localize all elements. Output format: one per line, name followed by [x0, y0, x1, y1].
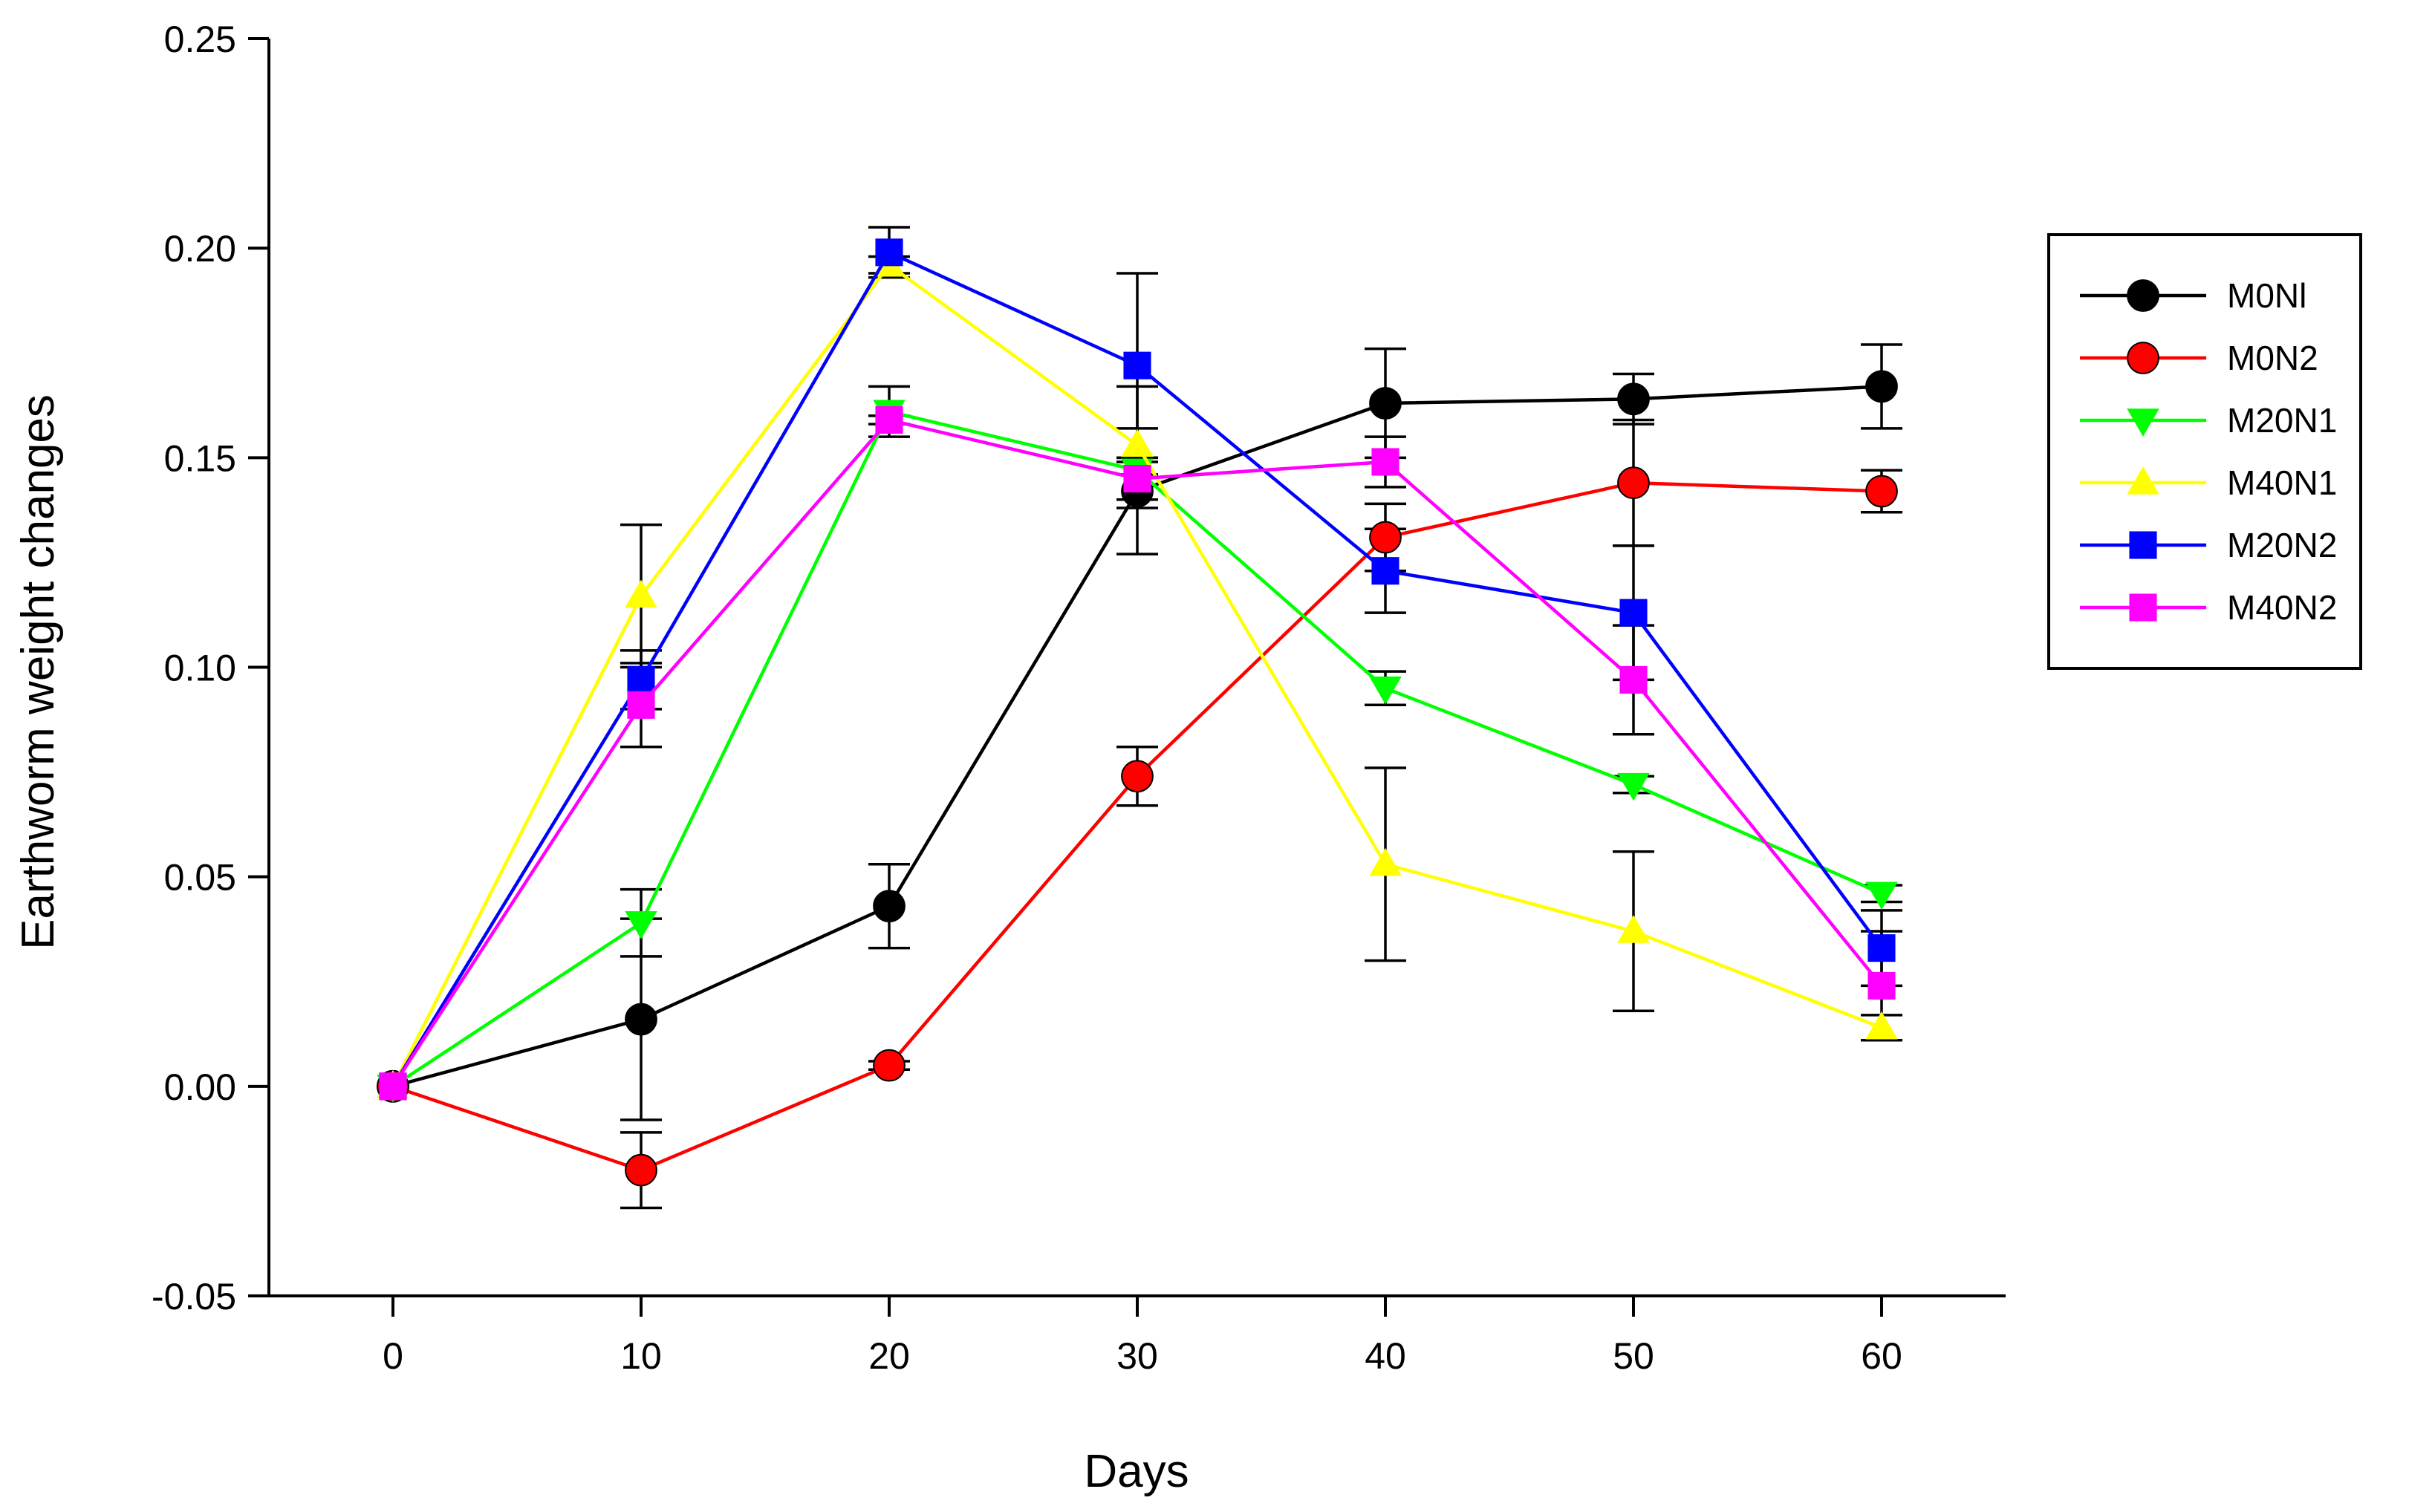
data-point	[1123, 351, 1151, 379]
data-point	[1617, 915, 1650, 943]
series-M0N2	[377, 466, 1898, 1187]
x-tick-label: 30	[1116, 1335, 1158, 1377]
data-point	[1123, 465, 1151, 493]
legend-label: M20N2	[2227, 526, 2337, 564]
data-point	[625, 1153, 657, 1187]
data-point	[1369, 677, 1402, 705]
legend-entry: M0N2	[2080, 339, 2318, 377]
legend-marker	[2127, 342, 2159, 374]
series-line	[392, 480, 1882, 1173]
series-layer	[377, 226, 1902, 1210]
data-point	[1865, 882, 1898, 910]
x-tick-label: 50	[1613, 1335, 1654, 1377]
data-point	[1867, 934, 1896, 962]
legend-label: M0N2	[2227, 339, 2318, 377]
legend-label: M0Nl	[2227, 276, 2306, 315]
y-tick-label: 0.15	[164, 437, 236, 479]
error-bars-M0N2	[620, 418, 1902, 1210]
legend-marker	[2127, 279, 2159, 312]
y-tick-label: 0.20	[164, 228, 236, 270]
data-point	[873, 890, 906, 923]
data-point	[627, 691, 655, 719]
data-point	[625, 1003, 657, 1036]
data-point	[1369, 387, 1402, 420]
legend-label: M40N1	[2227, 463, 2337, 502]
data-point	[1865, 475, 1898, 508]
x-tick-label: 40	[1365, 1335, 1406, 1377]
data-point	[627, 665, 655, 694]
error-bars-M40N1	[620, 255, 1902, 1042]
data-point	[1619, 665, 1648, 694]
data-point	[1617, 466, 1650, 500]
legend-entry: M20N1	[2080, 401, 2337, 440]
y-tick-label: 0.25	[164, 19, 236, 60]
x-tick-label: 60	[1861, 1335, 1902, 1377]
series-M20N2	[379, 238, 1896, 1101]
data-point	[379, 1072, 407, 1101]
data-point	[1369, 521, 1402, 554]
y-tick-label: 0.00	[164, 1066, 236, 1108]
axes: -0.05 0.00 0.05 0.10 0.15 0.20 0.25 0 10 20 30 40 50…	[152, 19, 2006, 1377]
legend-marker	[2127, 408, 2159, 437]
legend-marker	[2127, 466, 2159, 495]
error-bars-M20N2	[620, 226, 1902, 988]
data-point	[1371, 557, 1399, 585]
x-tick-label: 10	[620, 1335, 662, 1377]
y-tick-label: 0.05	[164, 857, 236, 899]
y-axis-title: Earthworm weight changes	[13, 394, 64, 950]
series-M40N2	[379, 405, 1896, 1101]
y-tick-label: 0.10	[164, 648, 236, 689]
legend-marker	[2129, 593, 2157, 622]
legend-marker	[2129, 531, 2157, 559]
legend-label: M40N2	[2227, 588, 2337, 627]
data-point	[625, 911, 657, 939]
data-point	[1371, 448, 1399, 476]
data-point	[875, 405, 903, 434]
data-point	[1865, 370, 1898, 403]
legend-entry: M40N2	[2080, 588, 2337, 627]
x-tick-label: 0	[383, 1335, 403, 1377]
legend-box	[2047, 233, 2362, 670]
data-point	[1617, 772, 1650, 801]
data-point	[1369, 847, 1402, 876]
data-point	[1121, 760, 1154, 793]
data-point	[1865, 1011, 1898, 1040]
x-axis-title: Days	[1084, 1446, 1189, 1497]
error-bars-M0Nl	[620, 343, 1902, 1121]
data-point	[1619, 599, 1648, 627]
legend-label: M20N1	[2227, 401, 2337, 440]
legend-entry: M0Nl	[2080, 276, 2306, 315]
legend-entry: M20N2	[2080, 526, 2337, 564]
data-point	[875, 238, 903, 267]
data-point	[1121, 428, 1154, 457]
data-point	[625, 579, 657, 608]
x-tick-label: 20	[868, 1335, 910, 1377]
y-tick-label: -0.05	[152, 1276, 236, 1317]
legend: M0Nl M0N2 M20N1 M40N1 M20N2 M40N2	[2047, 233, 2362, 670]
error-bars-M20N1	[620, 385, 1902, 958]
data-point	[873, 1049, 906, 1082]
data-point	[1867, 971, 1896, 1000]
series-M0Nl	[377, 370, 1898, 1103]
data-point	[1617, 382, 1650, 416]
legend-entry: M40N1	[2080, 463, 2337, 502]
